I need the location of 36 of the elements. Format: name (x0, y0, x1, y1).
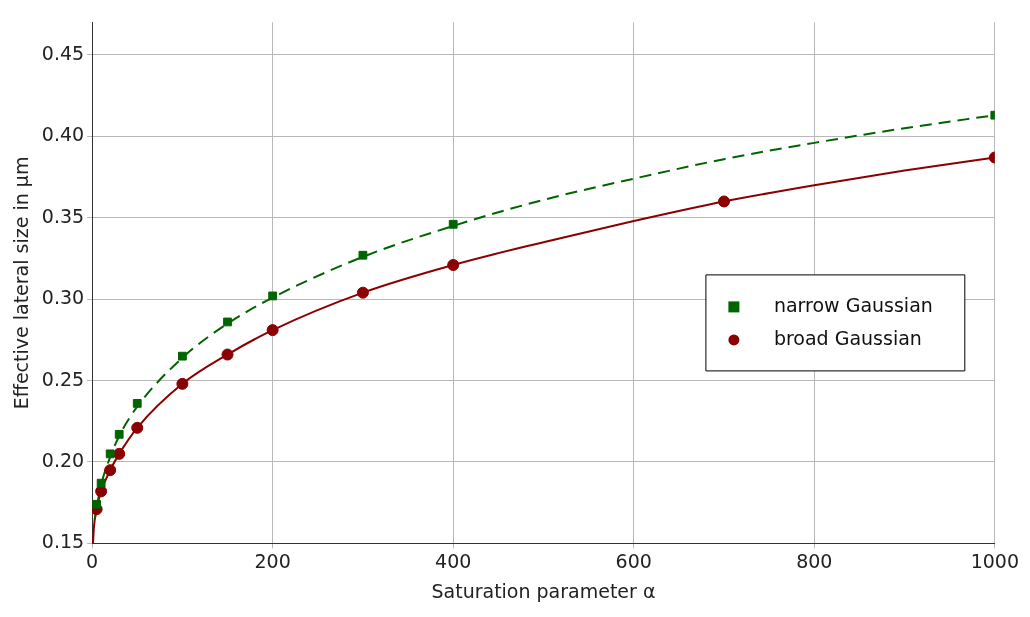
point (718, 195, 731, 208)
x-tick-label: 200 (254, 549, 291, 572)
point (176, 377, 189, 390)
point (105, 449, 115, 459)
point (266, 324, 279, 337)
point (447, 258, 460, 271)
point (221, 348, 234, 361)
point (132, 398, 142, 408)
point (223, 317, 232, 327)
point (356, 286, 369, 299)
y-tick-label: 0.30 (41, 286, 85, 309)
legend-label: broad Gaussian (773, 326, 922, 349)
y-tick-label: 0.40 (41, 123, 85, 146)
point (358, 250, 368, 260)
x-tick-label: 600 (615, 549, 652, 572)
x-tick-label: 1000 (970, 549, 1019, 572)
y-tick-label: 0.35 (41, 204, 85, 227)
y-tick-label: 0.25 (41, 367, 85, 390)
y-tick-label: 0.20 (41, 448, 85, 471)
x-axis-title: Saturation parameter α (431, 579, 656, 602)
point (96, 478, 106, 488)
point (113, 447, 126, 460)
x-tick-label: 0 (86, 549, 99, 572)
legend-label: narrow Gaussian (773, 293, 933, 316)
x-tick-label: 400 (435, 549, 472, 572)
y-tick-label: 0.45 (41, 41, 85, 64)
point (104, 464, 117, 477)
point (131, 421, 144, 434)
point (177, 351, 187, 361)
y-tick-label: 0.15 (41, 530, 85, 553)
y-axis-title: Effective lateral size in µm (10, 156, 33, 410)
point (92, 499, 102, 509)
point (114, 429, 124, 439)
point (448, 219, 458, 229)
x-tick-label: 800 (796, 549, 833, 572)
point (268, 291, 278, 301)
